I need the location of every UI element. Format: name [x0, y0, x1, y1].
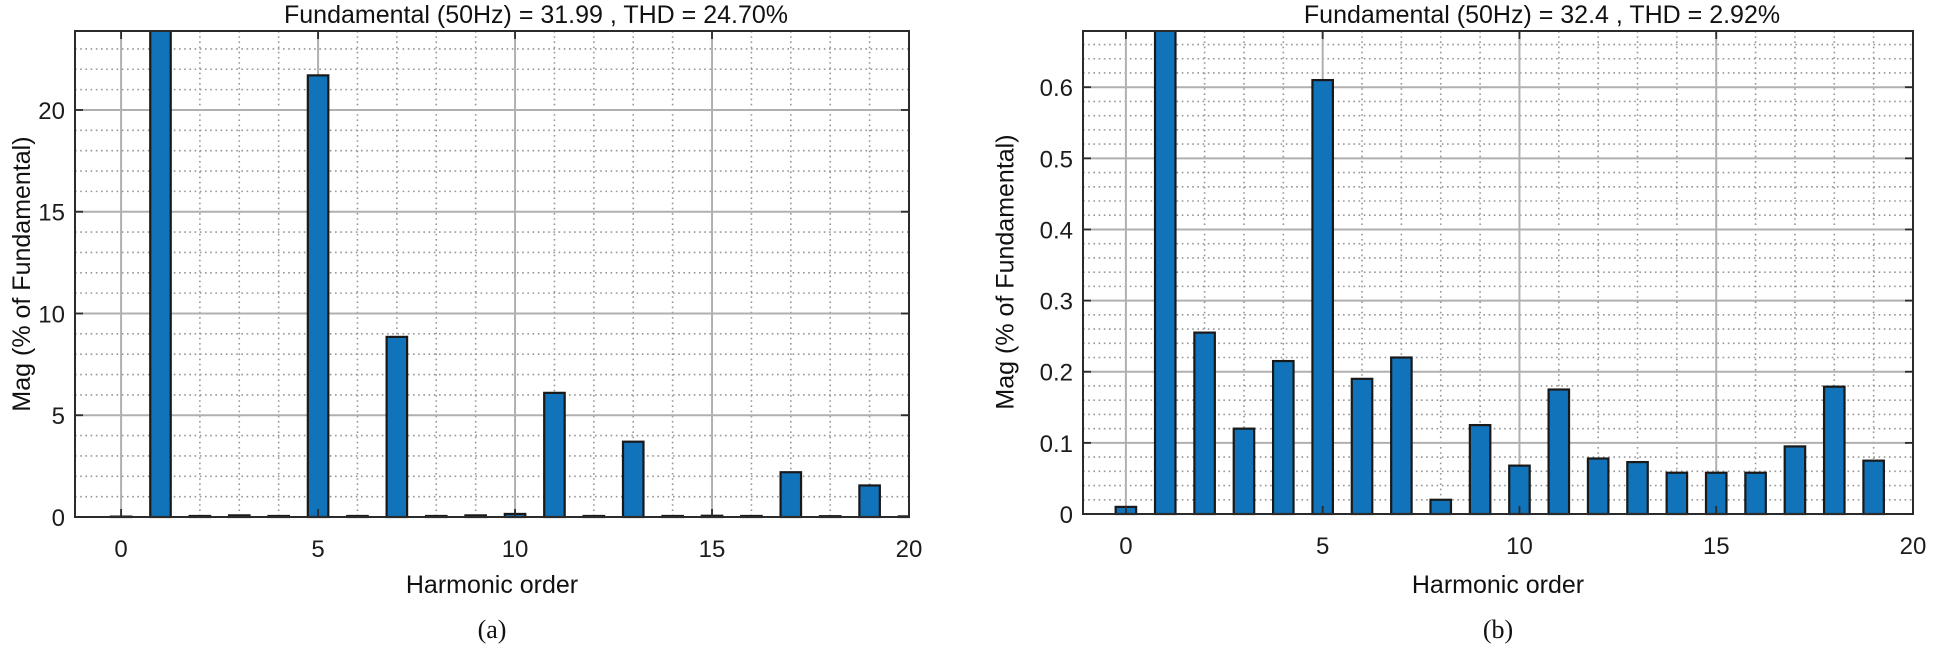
x-tick-label: 0	[114, 536, 127, 563]
y-tick-label: 0	[1060, 502, 1073, 529]
x-tick-label: 10	[502, 536, 529, 563]
y-tick-label: 0.1	[1040, 431, 1073, 458]
chart-b: Fundamental (50Hz) = 32.4 , THD = 2.92% …	[970, 0, 1941, 662]
bar-harmonic-19	[1862, 459, 1885, 516]
chart-a: Fundamental (50Hz) = 31.99 , THD = 24.70…	[0, 0, 970, 662]
bar-plot-a: 0 5 10 15 20 0 5 10 15 20	[38, 30, 923, 563]
bar-harmonic-7	[385, 335, 409, 519]
bar-harmonic-16	[1744, 471, 1767, 516]
chart-b-title: Fundamental (50Hz) = 32.4 , THD = 2.92%	[1303, 1, 1781, 29]
y-tick-label: 10	[38, 301, 65, 328]
y-tick-label: 0.4	[1040, 217, 1073, 244]
bar-harmonic-14	[1665, 471, 1689, 516]
bar-harmonic-1	[149, 31, 172, 519]
x-tick-label: 15	[699, 536, 726, 563]
chart-b-x-axis-label: Harmonic order	[1411, 571, 1585, 599]
bar-harmonic-1	[1153, 31, 1177, 516]
x-tick-label: 0	[1119, 533, 1132, 560]
bar-harmonic-17	[779, 471, 803, 519]
bar-harmonic-12	[1586, 457, 1610, 516]
chart-a-caption: (a)	[477, 615, 507, 644]
bar-harmonic-11	[543, 391, 566, 519]
y-tick-label: 0.6	[1040, 75, 1073, 102]
chart-b-caption: (b)	[1482, 615, 1514, 644]
bar-harmonic-5	[306, 74, 330, 519]
y-tick-label: 5	[52, 403, 65, 430]
x-tick-label: 10	[1506, 533, 1533, 560]
y-tick-label: 0.3	[1040, 289, 1073, 316]
bar-harmonic-7	[1390, 356, 1413, 516]
bar-harmonic-17	[1783, 445, 1807, 516]
x-tick-label: 20	[1900, 533, 1927, 560]
x-tick-label: 5	[311, 536, 324, 563]
bar-harmonic-18	[1822, 385, 1846, 516]
x-tick-label: 15	[1703, 533, 1730, 560]
y-tick-label: 0.5	[1040, 146, 1073, 173]
bar-harmonic-8	[1429, 498, 1453, 516]
bar-harmonic-3	[1232, 427, 1256, 516]
bar-harmonic-9	[1468, 423, 1492, 516]
x-tick-label: 20	[896, 536, 923, 563]
x-tick-label: 5	[1316, 533, 1329, 560]
y-tick-label: 15	[38, 200, 65, 227]
bar-plot-b: 0 5 10 15 20 0 0.1 0.2 0.3 0.4 0.5 0.6	[1040, 30, 1927, 560]
y-tick-label: 0	[52, 505, 65, 532]
bar-harmonic-6	[1350, 377, 1374, 516]
chart-a-title: Fundamental (50Hz) = 31.99 , THD = 24.70…	[284, 1, 788, 29]
bar-harmonic-5	[1311, 78, 1335, 516]
bar-harmonic-13	[1626, 460, 1649, 516]
bar-harmonic-4	[1271, 359, 1295, 516]
y-tick-label: 20	[38, 98, 65, 125]
bar-harmonic-11	[1547, 388, 1571, 516]
chart-a-x-axis-label: Harmonic order	[405, 571, 579, 599]
bar-harmonic-19	[858, 484, 881, 519]
bar-harmonic-2	[1193, 331, 1216, 516]
y-tick-label: 0.2	[1040, 360, 1073, 387]
bar-harmonic-13	[621, 440, 645, 519]
